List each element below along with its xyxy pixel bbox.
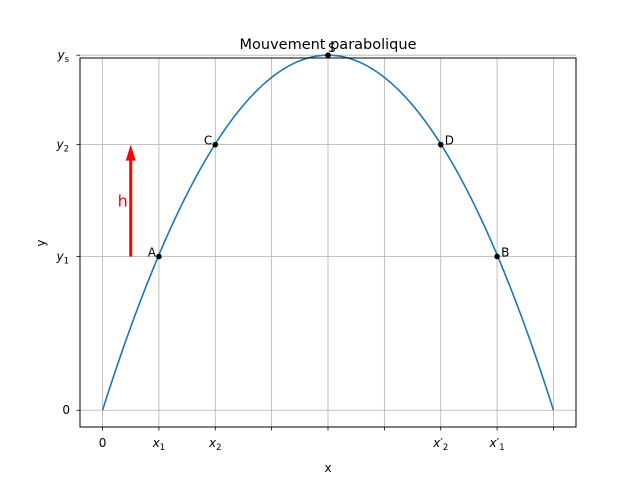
x-tick-label: x2 — [208, 436, 222, 453]
x-tick-label: x1 — [152, 436, 166, 453]
y-tick-label: y1 — [55, 249, 69, 266]
x-tick-label-main: x′ — [432, 436, 443, 450]
y-tick-label: y2 — [55, 138, 69, 155]
point-d-marker — [437, 141, 444, 148]
x-tick-label-main: x — [152, 436, 161, 450]
x-tick-label-sub: 1 — [160, 443, 165, 453]
y-tick-label-main: y — [55, 138, 64, 152]
y-tick-label-sub: s — [65, 55, 70, 65]
y-tick-label: ys — [56, 48, 69, 65]
y-axis-label: y — [34, 239, 48, 246]
point-c-marker — [212, 141, 219, 148]
x-tick-label-main: x — [208, 436, 217, 450]
grid-lines — [80, 54, 576, 427]
y-tick-label-sub: 1 — [64, 256, 69, 266]
point-d-label: D — [445, 134, 454, 148]
x-axis-label: x — [324, 461, 331, 475]
point-a-marker — [156, 253, 162, 260]
x-tick-label-sub: 1 — [499, 443, 504, 453]
y-tick-label-main: y — [55, 249, 64, 263]
chart-title: Mouvement parabolique — [240, 37, 417, 53]
y-tick-label-sub: 2 — [64, 145, 69, 155]
annotation-layer: h — [118, 144, 136, 257]
x-tick-label: x′1 — [488, 436, 504, 453]
height-arrow-head — [125, 144, 136, 161]
point-b-label: B — [501, 245, 509, 259]
point-c-label: C — [204, 134, 212, 148]
point-a-label: A — [148, 245, 157, 259]
x-tick-label-sub: 2 — [443, 443, 448, 453]
point-s-marker — [325, 52, 331, 59]
x-tick-label: 0 — [99, 436, 107, 450]
x-tick-label: x′2 — [432, 436, 448, 453]
point-s-label: S — [328, 41, 336, 55]
height-label: h — [118, 192, 128, 211]
x-tick-label-main: x′ — [488, 436, 499, 450]
points-layer: A C S D B — [148, 41, 510, 259]
point-b-marker — [494, 253, 500, 260]
y-tick-label-main: y — [56, 48, 65, 62]
y-tick-label: 0 — [62, 403, 70, 417]
x-tick-label-sub: 2 — [216, 443, 221, 453]
